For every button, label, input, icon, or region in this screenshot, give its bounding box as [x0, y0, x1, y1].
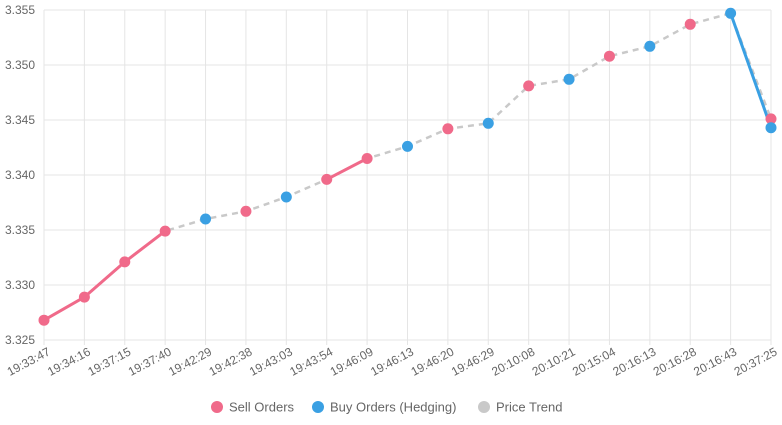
sell-orders-point[interactable]: [442, 123, 454, 135]
y-axis-labels: 3.325 3.330 3.335 3.340 3.345 3.350 3.355: [5, 3, 35, 347]
x-tick-label: 20:15:04: [570, 344, 618, 378]
sell-orders-point[interactable]: [684, 18, 696, 30]
buy-orders-point[interactable]: [280, 191, 292, 203]
sell-orders-point[interactable]: [361, 153, 373, 164]
sell-orders-points: [38, 18, 777, 326]
buy-orders-point[interactable]: [765, 122, 777, 134]
x-tick-label: 19:46:13: [368, 344, 416, 378]
y-tick-label: 3.355: [5, 3, 35, 17]
x-tick-label: 20:37:25: [732, 344, 780, 378]
y-tick-label: 3.340: [5, 168, 35, 182]
x-tick-label: 19:37:40: [126, 344, 174, 378]
y-tick-label: 3.335: [5, 223, 35, 237]
x-tick-label: 19:34:16: [45, 344, 93, 378]
buy-orders-point[interactable]: [482, 117, 494, 129]
buy-orders-point[interactable]: [563, 73, 575, 85]
legend-label: Buy Orders (Hedging): [330, 400, 456, 415]
sell-orders-line: [326, 157, 368, 181]
x-tick-label: 20:16:13: [610, 344, 658, 378]
legend-label: Price Trend: [496, 400, 562, 415]
sell-orders-point[interactable]: [603, 50, 615, 62]
legend: Sell Orders Buy Orders (Hedging) Price Tre…: [211, 400, 562, 415]
sell-orders-point[interactable]: [159, 225, 171, 237]
buy-orders-point[interactable]: [725, 7, 737, 19]
y-tick-label: 3.330: [5, 278, 35, 292]
sell-orders-point[interactable]: [321, 173, 333, 185]
x-tick-label: 20:16:28: [651, 344, 699, 378]
x-tick-label: 19:46:09: [328, 344, 376, 378]
grid: [43, 9, 772, 345]
legend-marker: [478, 401, 490, 413]
legend-item[interactable]: Sell Orders: [211, 400, 295, 415]
legend-item[interactable]: Buy Orders (Hedging): [312, 400, 456, 415]
buy-orders-points: [200, 7, 777, 225]
x-tick-label: 19:33:47: [5, 344, 53, 378]
buy-orders-point[interactable]: [402, 140, 413, 152]
y-tick-label: 3.345: [5, 113, 35, 127]
legend-marker: [312, 401, 324, 413]
x-tick-label: 20:10:08: [489, 344, 537, 378]
y-tick-label: 3.350: [5, 58, 35, 72]
x-tick-label: 19:42:29: [166, 344, 214, 378]
x-tick-label: 19:37:15: [85, 344, 133, 378]
buy-orders-point[interactable]: [644, 40, 656, 52]
sell-orders-line: [43, 229, 167, 322]
x-tick-label: 19:43:03: [247, 344, 295, 378]
sell-orders-point[interactable]: [765, 113, 777, 125]
x-tick-label: 20:16:43: [691, 344, 739, 378]
x-tick-label: 19:42:38: [207, 344, 255, 378]
x-tick-label: 20:10:21: [530, 344, 578, 378]
legend-item[interactable]: Price Trend: [478, 400, 562, 415]
x-tick-label: 19:43:54: [287, 344, 335, 378]
buy-orders-point[interactable]: [200, 213, 212, 225]
x-tick-label: 19:46:29: [449, 344, 497, 378]
y-tick-label: 3.325: [5, 333, 35, 347]
sell-orders-point[interactable]: [78, 291, 90, 303]
sell-orders-point[interactable]: [119, 256, 131, 268]
sell-orders-point[interactable]: [38, 314, 50, 326]
buy-orders-line: [729, 12, 773, 129]
x-tick-label: 19:46:20: [409, 344, 457, 378]
x-axis-labels: 19:33:4719:34:1619:37:1519:37:4019:42:29…: [5, 344, 780, 378]
legend-marker: [211, 401, 223, 413]
legend-label: Sell Orders: [229, 400, 295, 415]
sell-orders-point[interactable]: [240, 205, 252, 217]
sell-orders-point[interactable]: [523, 80, 535, 92]
